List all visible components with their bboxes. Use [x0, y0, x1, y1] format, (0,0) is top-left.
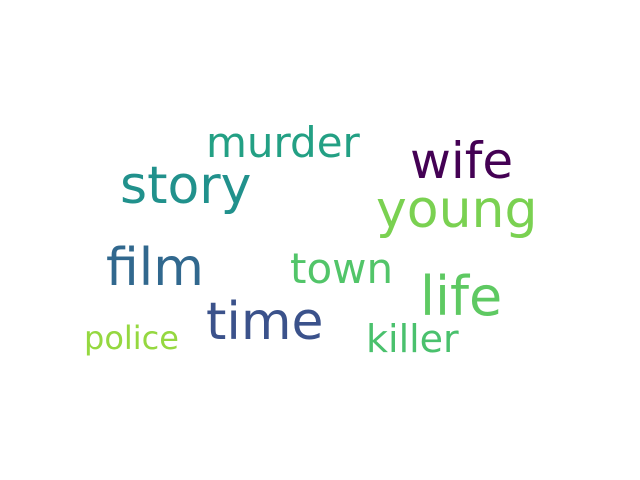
word-story: story — [120, 156, 252, 216]
word-town: town — [290, 244, 394, 293]
word-killer: killer — [366, 317, 459, 361]
word-time: time — [206, 292, 324, 352]
word-young: young — [376, 180, 538, 240]
word-wife: wife — [410, 132, 514, 190]
word-murder: murder — [206, 118, 360, 167]
word-life: life — [420, 265, 503, 328]
word-film: film — [106, 238, 204, 298]
word-police: police — [84, 319, 179, 357]
